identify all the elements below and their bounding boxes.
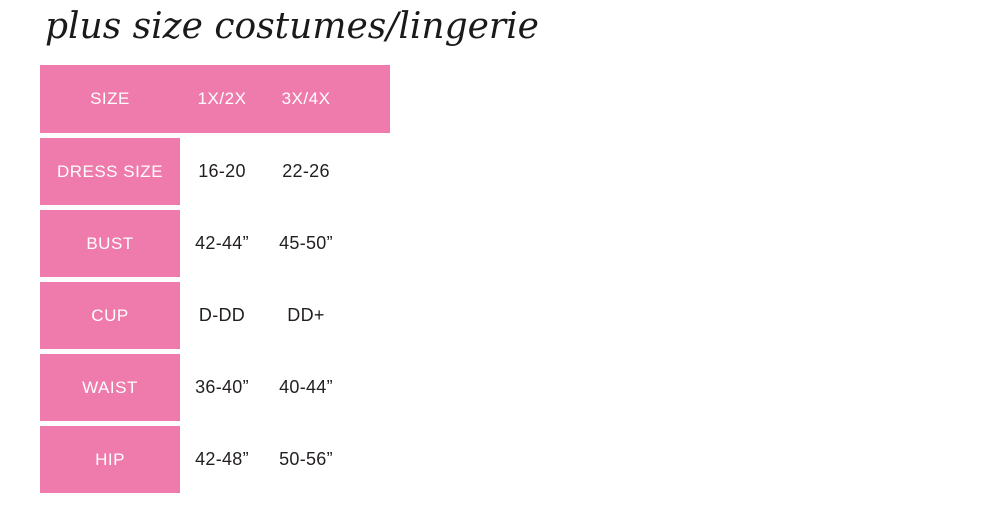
header-column-3x4x: 3X/4X [281,89,331,108]
hip-value-1x2x: 42-48” [195,449,249,469]
row-label-waist: WAIST [40,354,180,421]
row-label-dress-size: DRESS SIZE [40,138,180,205]
cup-value-3x4x: DD+ [287,305,325,325]
row-label-hip: HIP [40,426,180,493]
table-row-waist: WAIST 36-40” 40-44” [40,354,390,421]
cup-value-1x2x: D-DD [198,305,246,325]
row-label-cup: CUP [40,282,180,349]
table-row-cup: CUP D-DD DD+ [40,282,390,349]
page-title: plus size costumes/lingerie [45,6,539,47]
size-chart-table: SIZE 1X/2X 3X/4X DRESS SIZE 16-20 22-26 … [40,65,390,493]
bust-value-1x2x: 42-44” [195,233,249,253]
table-row-bust: BUST 42-44” 45-50” [40,210,390,277]
hip-value-3x4x: 50-56” [279,449,333,469]
table-row-dress-size: DRESS SIZE 16-20 22-26 [40,138,390,205]
table-row-hip: HIP 42-48” 50-56” [40,426,390,493]
dress-size-value-1x2x: 16-20 [198,161,246,181]
table-header-row: SIZE 1X/2X 3X/4X [40,65,390,133]
dress-size-value-3x4x: 22-26 [282,161,330,181]
waist-value-3x4x: 40-44” [279,377,333,397]
bust-value-3x4x: 45-50” [279,233,333,253]
waist-value-1x2x: 36-40” [195,377,249,397]
row-label-bust: BUST [40,210,180,277]
header-size-label: SIZE [90,89,130,108]
header-filler [348,65,390,133]
header-column-1x2x: 1X/2X [197,89,247,108]
